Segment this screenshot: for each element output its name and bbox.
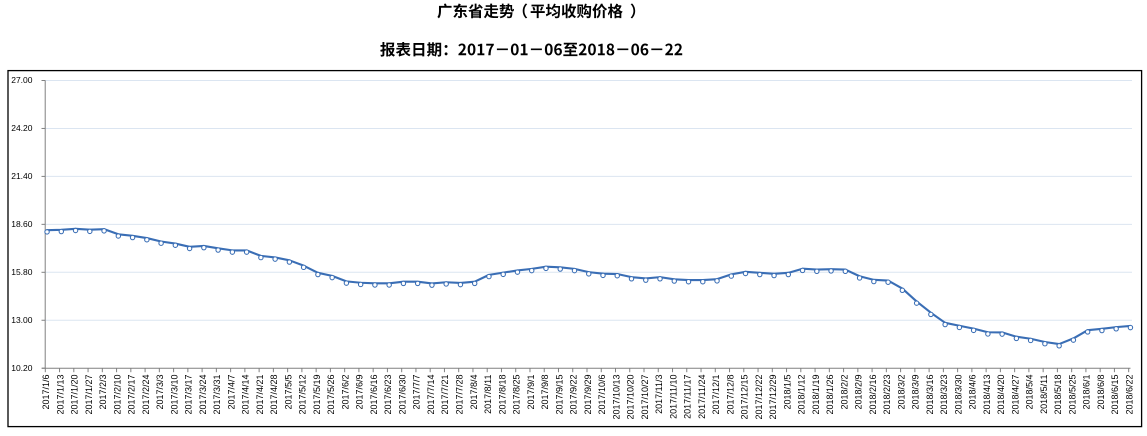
svg-text:2017/3/10: 2017/3/10 <box>169 375 179 415</box>
svg-text:2017/9/15: 2017/9/15 <box>554 375 564 415</box>
svg-text:2017/2/17: 2017/2/17 <box>127 375 137 415</box>
svg-text:2017/3/17: 2017/3/17 <box>184 375 194 415</box>
svg-text:2017/8/25: 2017/8/25 <box>512 375 522 415</box>
svg-text:2017/1/6: 2017/1/6 <box>41 375 51 410</box>
svg-text:21.40: 21.40 <box>11 171 33 181</box>
svg-text:2017/11/10: 2017/11/10 <box>668 375 678 419</box>
svg-text:2017/4/7: 2017/4/7 <box>226 375 236 410</box>
svg-text:2018/6/22: 2018/6/22 <box>1124 375 1134 415</box>
svg-text:2017/11/24: 2017/11/24 <box>697 375 707 419</box>
svg-text:2017/2/3: 2017/2/3 <box>98 375 108 410</box>
svg-text:2017/12/22: 2017/12/22 <box>754 375 764 420</box>
svg-text:2018/2/16: 2018/2/16 <box>868 375 878 415</box>
svg-text:2018/1/12: 2018/1/12 <box>797 375 807 415</box>
svg-text:18.60: 18.60 <box>11 219 33 229</box>
svg-text:2018/3/16: 2018/3/16 <box>925 375 935 415</box>
svg-text:2017/7/21: 2017/7/21 <box>440 375 450 415</box>
svg-text:2018/2/23: 2018/2/23 <box>882 375 892 415</box>
svg-text:2017/5/12: 2017/5/12 <box>298 375 308 415</box>
svg-text:2017/12/1: 2017/12/1 <box>711 375 721 415</box>
svg-text:2017/6/30: 2017/6/30 <box>397 375 407 415</box>
svg-text:2018/6/15: 2018/6/15 <box>1110 375 1120 415</box>
svg-text:2017/4/28: 2017/4/28 <box>269 375 279 415</box>
svg-text:2018/2/9: 2018/2/9 <box>854 375 864 410</box>
svg-text:2018/4/13: 2018/4/13 <box>982 374 992 414</box>
svg-text:2017/10/20: 2017/10/20 <box>626 375 636 420</box>
svg-text:2017/12/8: 2017/12/8 <box>725 375 735 415</box>
svg-text:2017/6/9: 2017/6/9 <box>355 375 365 410</box>
svg-text:2018/4/27: 2018/4/27 <box>1010 374 1020 414</box>
svg-text:2018/3/9: 2018/3/9 <box>911 375 921 410</box>
svg-text:2017/9/29: 2017/9/29 <box>583 375 593 415</box>
svg-text:2017/7/7: 2017/7/7 <box>412 375 422 410</box>
svg-text:24.20: 24.20 <box>11 123 33 133</box>
svg-text:2017/8/18: 2017/8/18 <box>497 375 507 415</box>
svg-text:2018/3/23: 2018/3/23 <box>939 375 949 415</box>
svg-text:2017/3/3: 2017/3/3 <box>155 375 165 410</box>
svg-text:2018/6/8: 2018/6/8 <box>1096 375 1106 410</box>
svg-text:2017/12/29: 2017/12/29 <box>768 375 778 420</box>
svg-text:2017/10/13: 2017/10/13 <box>611 375 621 420</box>
svg-text:10.20: 10.20 <box>11 363 33 373</box>
svg-text:2017/10/6: 2017/10/6 <box>597 375 607 415</box>
svg-text:2017/5/5: 2017/5/5 <box>283 375 293 410</box>
svg-text:2017/7/28: 2017/7/28 <box>455 375 465 415</box>
svg-text:2017/8/11: 2017/8/11 <box>483 375 493 414</box>
svg-text:2017/4/14: 2017/4/14 <box>241 375 251 415</box>
svg-text:2017/1/20: 2017/1/20 <box>70 375 80 415</box>
svg-text:2017/11/3: 2017/11/3 <box>654 375 664 414</box>
svg-text:2017/9/8: 2017/9/8 <box>540 375 550 410</box>
svg-text:2018/1/26: 2018/1/26 <box>825 375 835 415</box>
svg-text:2017/1/13: 2017/1/13 <box>55 375 65 415</box>
svg-text:2017/6/2: 2017/6/2 <box>340 375 350 410</box>
svg-text:2017/11/17: 2017/11/17 <box>683 375 693 419</box>
svg-text:2017/12/15: 2017/12/15 <box>740 375 750 420</box>
svg-text:2017/2/10: 2017/2/10 <box>112 375 122 415</box>
svg-text:15.80: 15.80 <box>11 267 33 277</box>
svg-text:2017/3/24: 2017/3/24 <box>198 375 208 415</box>
svg-text:27.00: 27.00 <box>11 75 33 85</box>
svg-text:2017/6/23: 2017/6/23 <box>383 375 393 415</box>
svg-text:2018/5/18: 2018/5/18 <box>1053 375 1063 415</box>
svg-text:2017/9/22: 2017/9/22 <box>569 375 579 415</box>
svg-text:2018/3/2: 2018/3/2 <box>896 375 906 410</box>
svg-text:2018/2/2: 2018/2/2 <box>839 375 849 410</box>
svg-text:2018/4/20: 2018/4/20 <box>996 374 1006 414</box>
svg-text:2017/4/21: 2017/4/21 <box>255 375 265 415</box>
svg-text:2017/7/14: 2017/7/14 <box>426 375 436 415</box>
svg-text:2017/1/27: 2017/1/27 <box>84 375 94 415</box>
svg-text:2018/6/1: 2018/6/1 <box>1082 375 1092 410</box>
svg-text:2018/1/19: 2018/1/19 <box>811 375 821 415</box>
svg-text:2017/9/1: 2017/9/1 <box>526 375 536 410</box>
svg-text:2017/5/26: 2017/5/26 <box>326 375 336 415</box>
svg-text:2018/5/4: 2018/5/4 <box>1025 375 1035 410</box>
svg-text:2018/5/11: 2018/5/11 <box>1039 375 1049 414</box>
svg-text:13.00: 13.00 <box>11 315 33 325</box>
svg-text:2017/5/19: 2017/5/19 <box>312 375 322 415</box>
svg-text:2017/10/27: 2017/10/27 <box>640 375 650 420</box>
svg-text:2017/8/4: 2017/8/4 <box>469 375 479 410</box>
svg-text:2018/1/5: 2018/1/5 <box>782 375 792 410</box>
svg-text:2018/3/30: 2018/3/30 <box>953 375 963 415</box>
svg-text:2018/4/6: 2018/4/6 <box>968 375 978 410</box>
svg-text:2017/3/31: 2017/3/31 <box>212 375 222 415</box>
svg-text:2017/2/24: 2017/2/24 <box>141 375 151 415</box>
svg-text:2017/6/16: 2017/6/16 <box>369 375 379 415</box>
svg-text:2018/5/25: 2018/5/25 <box>1067 375 1077 415</box>
